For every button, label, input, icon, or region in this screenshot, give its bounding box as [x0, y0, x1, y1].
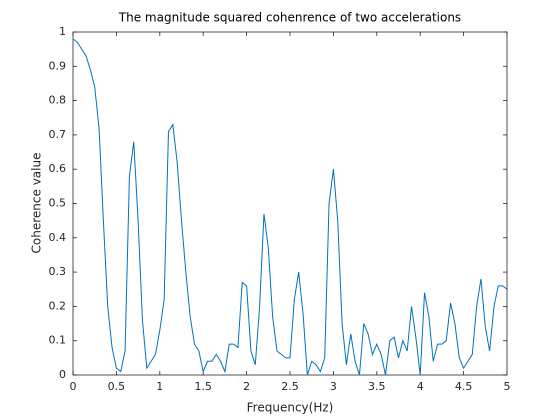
x-tick-label: 4.5 — [455, 380, 473, 393]
y-tick-label: 0.3 — [49, 265, 67, 278]
x-tick-label: 1 — [156, 380, 163, 393]
y-axis-label: Coherence value — [30, 153, 44, 254]
data-line — [72, 38, 508, 376]
x-tick-label: 0.5 — [108, 380, 126, 393]
y-tick-label: 1 — [59, 25, 66, 38]
x-tick-label: 5 — [504, 380, 511, 393]
y-tick-label: 0.6 — [49, 162, 67, 175]
y-tick-label: 0.7 — [49, 128, 67, 141]
x-tick-label: 0 — [70, 380, 77, 393]
x-tick-label: 2 — [243, 380, 250, 393]
y-tick-label: 0.1 — [49, 334, 67, 347]
y-tick-label: 0.4 — [49, 231, 67, 244]
x-tick-label: 3.5 — [368, 380, 386, 393]
chart-title: The magnitude squared cohenrence of two … — [118, 11, 461, 25]
x-tick-label: 2.5 — [281, 380, 299, 393]
y-tick-label: 0.9 — [49, 59, 67, 72]
x-tick-label: 3 — [330, 380, 337, 393]
y-tick-label: 0.8 — [49, 94, 67, 107]
x-axis-label: Frequency(Hz) — [247, 401, 334, 415]
y-tick-label: 0 — [59, 368, 66, 381]
x-tick-label: 4 — [417, 380, 424, 393]
y-tick-label: 0.2 — [49, 299, 67, 312]
plot-box — [72, 31, 508, 376]
x-tick-label: 1.5 — [194, 380, 212, 393]
y-tick-label: 0.5 — [49, 197, 67, 210]
